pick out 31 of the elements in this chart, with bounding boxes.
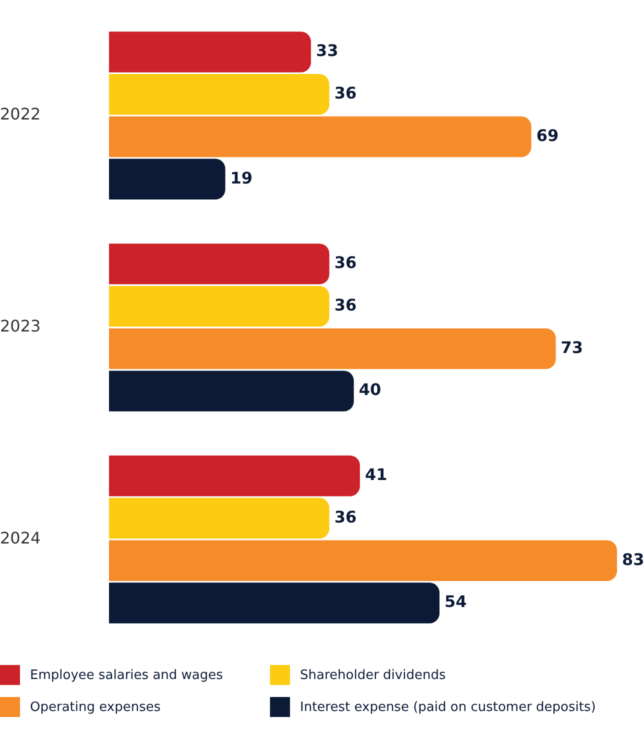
bar [109, 582, 440, 624]
data-label: 36 [334, 295, 357, 314]
bar [109, 540, 617, 581]
y-tick-label: 2022 [0, 104, 41, 124]
data-label: 19 [230, 168, 253, 188]
bar [109, 32, 311, 72]
bar [109, 158, 226, 200]
legend-label: Operating expenses [30, 700, 161, 714]
data-label: 40 [358, 380, 382, 400]
y-tick-label: 2024 [0, 528, 41, 548]
bar [109, 370, 354, 412]
data-label: 33 [316, 41, 338, 60]
bar [109, 498, 330, 539]
bar [109, 244, 330, 284]
data-label: 41 [364, 465, 388, 484]
data-label: 36 [334, 507, 357, 526]
bar [109, 328, 556, 370]
bar [109, 286, 330, 327]
legend-label: Interest expense (paid on customer deposits) [300, 700, 596, 714]
y-tick-label: 2023 [0, 316, 41, 336]
legend-label: Shareholder dividends [300, 668, 446, 682]
data-label: 69 [536, 126, 559, 145]
bar [109, 74, 330, 115]
data-label: 36 [334, 253, 357, 272]
bar [109, 116, 532, 158]
data-label: 83 [622, 550, 644, 569]
data-label: 73 [560, 338, 584, 357]
data-label: 36 [334, 84, 357, 103]
data-label: 54 [444, 592, 467, 612]
legend-label: Employee salaries and wages [30, 668, 223, 682]
bar [109, 456, 360, 496]
